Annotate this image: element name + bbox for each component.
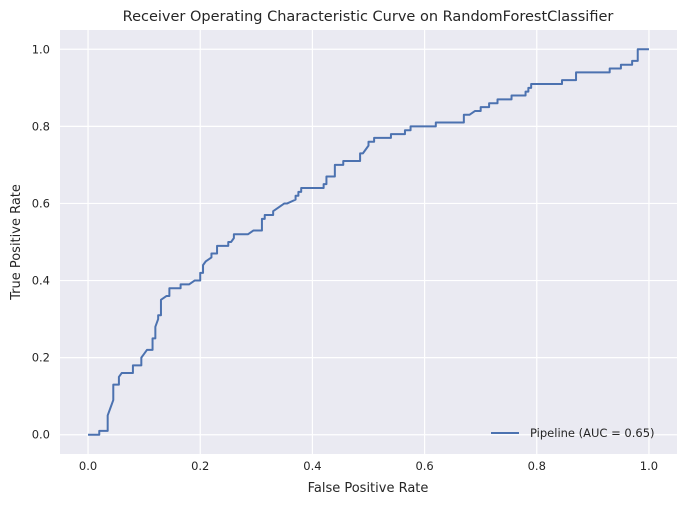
x-tick-label: 0.2: [191, 459, 209, 473]
x-tick-label: 1.0: [640, 459, 658, 473]
grid-lines: [60, 30, 677, 454]
y-tick-label: 0.2: [32, 351, 50, 365]
series-line-pipeline: [88, 48, 649, 436]
x-tick-label: 0.4: [303, 459, 321, 473]
x-tick-label: 0.0: [79, 459, 97, 473]
y-axis-label: True Positive Rate: [9, 184, 24, 301]
chart-title: Receiver Operating Characteristic Curve …: [123, 9, 614, 25]
y-tick-label: 1.0: [32, 42, 50, 56]
y-tick-label: 0.4: [32, 274, 50, 288]
plot-area: [60, 30, 677, 454]
y-tick-labels: 0.0 0.2 0.4 0.6 0.8 1.0: [32, 42, 50, 441]
x-axis-label: False Positive Rate: [308, 481, 429, 496]
x-tick-label: 0.6: [415, 459, 433, 473]
y-tick-label: 0.6: [32, 196, 50, 210]
x-tick-labels: 0.0 0.2 0.4 0.6 0.8 1.0: [79, 459, 658, 473]
legend: Pipeline (AUC = 0.65): [491, 426, 655, 440]
y-tick-label: 0.8: [32, 119, 50, 133]
y-tick-label: 0.0: [32, 428, 50, 442]
x-tick-label: 0.8: [528, 459, 546, 473]
legend-entry-pipeline: Pipeline (AUC = 0.65): [530, 426, 655, 440]
series-group: [88, 48, 649, 436]
